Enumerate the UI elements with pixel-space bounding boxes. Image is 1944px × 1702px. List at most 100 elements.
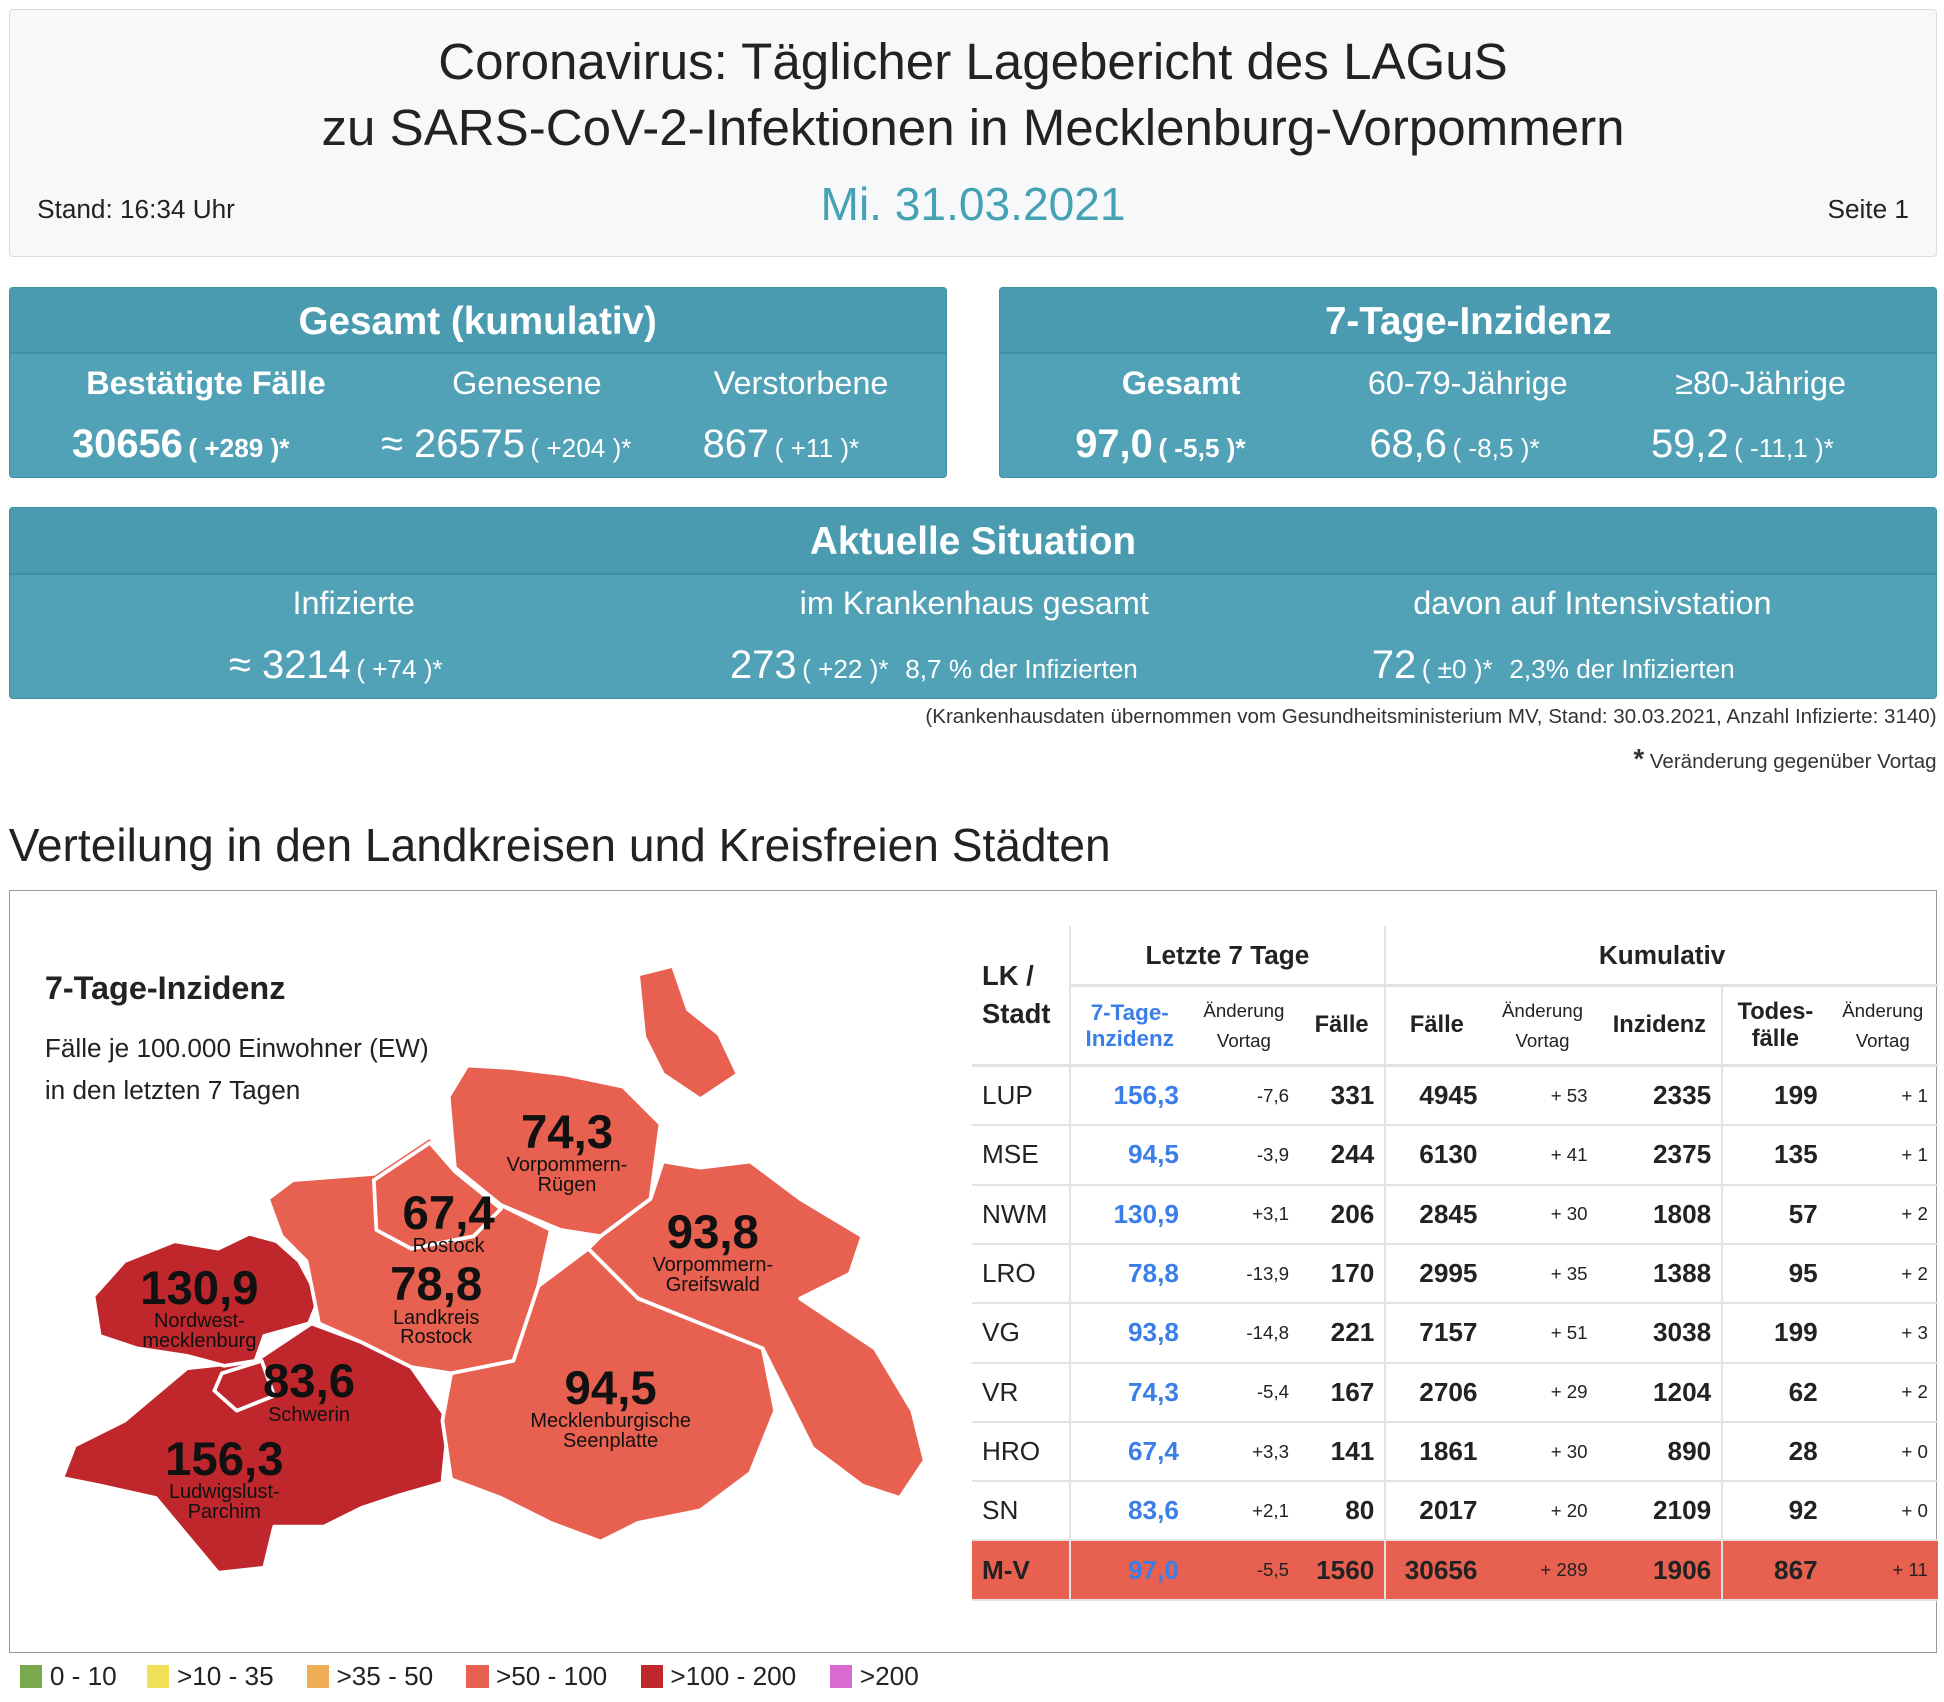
label-80plus: ≥80-Jährige bbox=[1675, 364, 1847, 401]
map-label-value: 94,5 bbox=[564, 1361, 657, 1415]
district-code: SN bbox=[972, 1481, 1071, 1542]
table-cell: -7,6 bbox=[1188, 1065, 1299, 1127]
legend-label: 0 - 10 bbox=[49, 1661, 117, 1692]
value-verstorbene: 867 ( +11 )* bbox=[702, 422, 860, 467]
map-label-name: Seenplatte bbox=[562, 1429, 659, 1452]
table-cell: 3038 bbox=[1597, 1303, 1724, 1364]
col-kum-faelle: Fälle bbox=[1409, 1012, 1464, 1039]
table-cell: 135 bbox=[1722, 1125, 1828, 1186]
section-title: Verteilung in den Landkreisen und Kreisf… bbox=[8, 818, 1111, 871]
label-gesamt: Gesamt bbox=[1121, 364, 1241, 401]
col-kum-inzidenz: Inzidenz bbox=[1597, 985, 1724, 1066]
table-row: SN 83,6 +2,1 80 2017 + 20 2109 92 + 0 bbox=[972, 1481, 1938, 1542]
table-cell: +3,1 bbox=[1188, 1184, 1299, 1245]
label-intensiv: davon auf Intensivstation bbox=[1413, 585, 1772, 622]
map-district-nwm bbox=[91, 1231, 321, 1368]
map-label: 83,6 Schwerin bbox=[197, 1358, 421, 1425]
table-cell: 83,6 bbox=[1069, 1481, 1189, 1542]
legend-label: >10 - 35 bbox=[176, 1661, 274, 1692]
table-cell: 28 bbox=[1722, 1421, 1828, 1483]
district-table: LK / Stadt Letzte 7 Tage Kumulativ 7-Tage… bbox=[972, 925, 1938, 1601]
table-row-total: M-V 97,0 -5,5 1560 30656 + 289 1906 867 + 11 bbox=[972, 1540, 1938, 1601]
district-code: M-V bbox=[972, 1540, 1071, 1601]
table-cell: 62 bbox=[1722, 1362, 1828, 1423]
table-cell: 7157 bbox=[1385, 1303, 1488, 1364]
legend-swatch bbox=[829, 1665, 853, 1688]
table-cell: + 2 bbox=[1827, 1243, 1938, 1305]
table-cell: 130,9 bbox=[1069, 1184, 1189, 1245]
map-label-value: 93,8 bbox=[666, 1205, 759, 1259]
map-label-value: 78,8 bbox=[390, 1258, 483, 1312]
table-cell: 156,3 bbox=[1069, 1065, 1189, 1127]
legend-item: >35 - 50 bbox=[306, 1661, 434, 1692]
table-cell: + 11 bbox=[1827, 1540, 1938, 1601]
table-cell: + 1 bbox=[1827, 1065, 1938, 1127]
table-cell: 94,5 bbox=[1069, 1125, 1189, 1186]
stand-time: Stand: 16:34 Uhr bbox=[37, 194, 235, 225]
table-row: LRO 78,8 -13,9 170 2995 + 35 1388 95 + 2 bbox=[972, 1243, 1938, 1305]
map-district-hro bbox=[371, 1140, 503, 1251]
table-cell: 331 bbox=[1299, 1065, 1387, 1127]
table-cell: 199 bbox=[1722, 1303, 1828, 1364]
table-cell: 890 bbox=[1597, 1421, 1724, 1483]
table-cell: 2109 bbox=[1597, 1481, 1724, 1542]
title-line-2: zu SARS-CoV-2-Infektionen in Mecklenburg… bbox=[321, 99, 1625, 157]
table-cell: 221 bbox=[1299, 1303, 1387, 1364]
map-title: 7-Tage-Inzidenz bbox=[44, 969, 286, 1006]
table-cell: 80 bbox=[1299, 1481, 1387, 1542]
value-80plus: 59,2 ( -11,1 )* bbox=[1650, 422, 1834, 467]
report-header: Coronavirus: Täglicher Lagebericht des L… bbox=[8, 8, 1938, 258]
table-cell: -5,5 bbox=[1188, 1540, 1299, 1601]
gesamt-title: Gesamt (kumulativ) bbox=[9, 287, 946, 355]
table-cell: +2,1 bbox=[1188, 1481, 1299, 1542]
legend-swatch bbox=[640, 1665, 663, 1688]
table-cell: + 30 bbox=[1487, 1184, 1598, 1245]
title-line-1: Coronavirus: Täglicher Lagebericht des L… bbox=[438, 33, 1508, 91]
map-district-sn bbox=[212, 1358, 277, 1413]
legend-label: >100 - 200 bbox=[670, 1661, 797, 1692]
table-row: MSE 94,5 -3,9 244 6130 + 41 2375 135 + 1 bbox=[972, 1125, 1938, 1186]
value-krankenhaus: 273 ( +22 )* 8,7 % der Infizierten bbox=[730, 642, 1138, 687]
map-subtitle-2: in den letzten 7 Tagen bbox=[44, 1075, 301, 1106]
district-code: VG bbox=[972, 1303, 1071, 1364]
col-todesfaelle: Todes-fälle bbox=[1737, 998, 1814, 1052]
table-cell: + 289 bbox=[1487, 1540, 1598, 1601]
table-cell: 2017 bbox=[1385, 1481, 1488, 1542]
table-cell: -13,9 bbox=[1188, 1243, 1299, 1305]
table-cell: -5,4 bbox=[1188, 1362, 1299, 1423]
table-cell: + 53 bbox=[1487, 1065, 1598, 1127]
table-cell: 93,8 bbox=[1069, 1303, 1189, 1364]
map-label: 78,8 Landkreis Rostock bbox=[324, 1261, 548, 1348]
table-cell: 1388 bbox=[1597, 1243, 1724, 1305]
value-60-79: 68,6 ( -8,5 )* bbox=[1369, 422, 1540, 467]
label-60-79: 60-79-Jährige bbox=[1367, 364, 1568, 401]
map-label-value: 67,4 bbox=[402, 1187, 495, 1241]
table-cell: + 0 bbox=[1827, 1481, 1938, 1542]
legend-swatch bbox=[306, 1665, 329, 1688]
map-district-vr bbox=[446, 1063, 663, 1239]
table-cell: + 0 bbox=[1827, 1421, 1938, 1483]
group-kumulativ: Kumulativ bbox=[1385, 925, 1938, 988]
table-cell: 1204 bbox=[1597, 1362, 1724, 1423]
col-aenderung-3: Änderung Vortag bbox=[1842, 999, 1924, 1051]
table-cell: -14,8 bbox=[1188, 1303, 1299, 1364]
value-intensiv: 72 ( ±0 )* 2,3% der Infizierten bbox=[1371, 642, 1735, 687]
legend-label: >200 bbox=[859, 1661, 919, 1692]
table-cell: 170 bbox=[1299, 1243, 1387, 1305]
map-label-name: Rügen bbox=[537, 1174, 597, 1197]
map-label-name: mecklenburg bbox=[142, 1330, 257, 1353]
aktuell-title: Aktuelle Situation bbox=[9, 508, 1937, 575]
table-row: VG 93,8 -14,8 221 7157 + 51 3038 199 + 3 bbox=[972, 1303, 1938, 1364]
table-cell: + 2 bbox=[1827, 1184, 1938, 1245]
map-label-name: Rostock bbox=[400, 1326, 473, 1349]
district-code: VR bbox=[972, 1362, 1071, 1423]
legend-label: >35 - 50 bbox=[336, 1661, 434, 1692]
table-cell: + 30 bbox=[1487, 1421, 1598, 1483]
map-label: 94,5 Mecklenburgische Seenplatte bbox=[498, 1361, 722, 1452]
table-cell: 2995 bbox=[1385, 1243, 1488, 1305]
legend-item: >100 - 200 bbox=[640, 1661, 797, 1692]
table-cell: + 20 bbox=[1487, 1481, 1598, 1542]
map-label-name: Rostock bbox=[412, 1235, 485, 1258]
value-gesamt: 97,0 ( -5,5 )* bbox=[1075, 422, 1246, 467]
